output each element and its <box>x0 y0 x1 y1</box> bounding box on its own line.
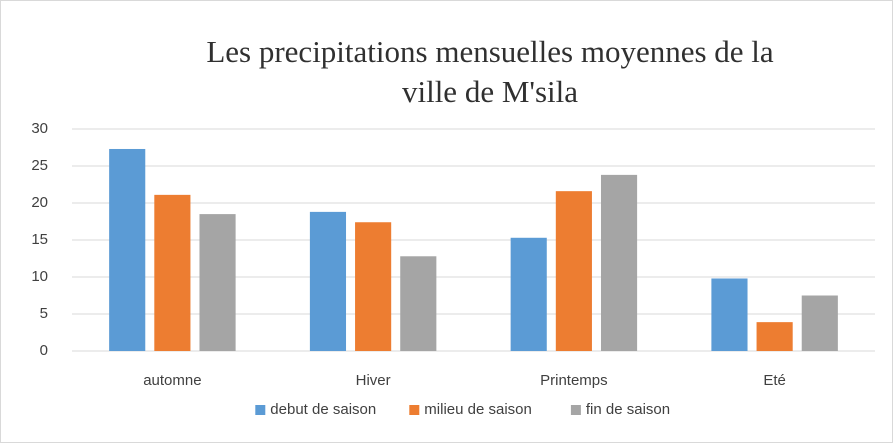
y-tick-label: 20 <box>31 194 48 211</box>
x-tick-label: Printemps <box>540 372 608 389</box>
legend-swatch <box>255 405 266 415</box>
bar <box>600 174 638 351</box>
legend-swatch <box>409 405 420 415</box>
y-tick-label: 30 <box>31 120 48 137</box>
y-tick-label: 10 <box>31 268 48 285</box>
bar <box>355 222 392 351</box>
x-tick-label: automne <box>143 372 201 389</box>
bar <box>154 194 191 351</box>
bar <box>400 256 437 351</box>
bar <box>756 322 793 351</box>
bar <box>109 148 146 351</box>
bar <box>711 278 748 351</box>
chart-title: Les precipitations mensuelles moyennes d… <box>206 34 774 69</box>
x-tick-label: Eté <box>763 372 786 389</box>
bar <box>510 237 547 351</box>
legend-label: milieu de saison <box>424 401 532 418</box>
y-tick-label: 15 <box>31 231 48 248</box>
bar <box>309 211 347 351</box>
y-tick-label: 25 <box>31 157 48 174</box>
bar <box>555 191 592 351</box>
chart-title: ville de M'sila <box>402 74 578 109</box>
legend-label: debut de saison <box>270 401 376 418</box>
legend-swatch <box>570 405 581 415</box>
x-tick-label: Hiver <box>356 372 391 389</box>
legend-label: fin de saison <box>586 401 670 418</box>
bar <box>801 295 838 351</box>
y-tick-label: 5 <box>40 305 48 322</box>
bar <box>199 214 236 351</box>
y-tick-label: 0 <box>40 342 48 359</box>
